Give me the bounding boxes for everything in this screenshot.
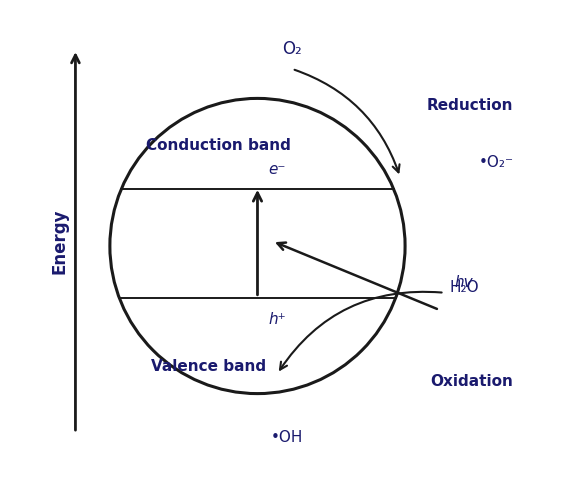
Text: O₂: O₂ xyxy=(282,40,302,58)
Text: H₂O: H₂O xyxy=(449,280,479,295)
Text: e⁻: e⁻ xyxy=(269,162,286,177)
Text: Conduction band: Conduction band xyxy=(146,138,290,153)
Text: Oxidation: Oxidation xyxy=(430,374,513,389)
Text: Valence band: Valence band xyxy=(151,359,266,374)
Text: h⁺: h⁺ xyxy=(269,312,286,327)
Text: •OH: •OH xyxy=(271,430,303,445)
FancyArrowPatch shape xyxy=(280,292,441,369)
FancyArrowPatch shape xyxy=(294,70,400,172)
Text: •O₂⁻: •O₂⁻ xyxy=(478,155,513,170)
Text: Energy: Energy xyxy=(51,208,69,274)
Text: hv: hv xyxy=(454,276,473,290)
Text: Reduction: Reduction xyxy=(427,98,513,113)
